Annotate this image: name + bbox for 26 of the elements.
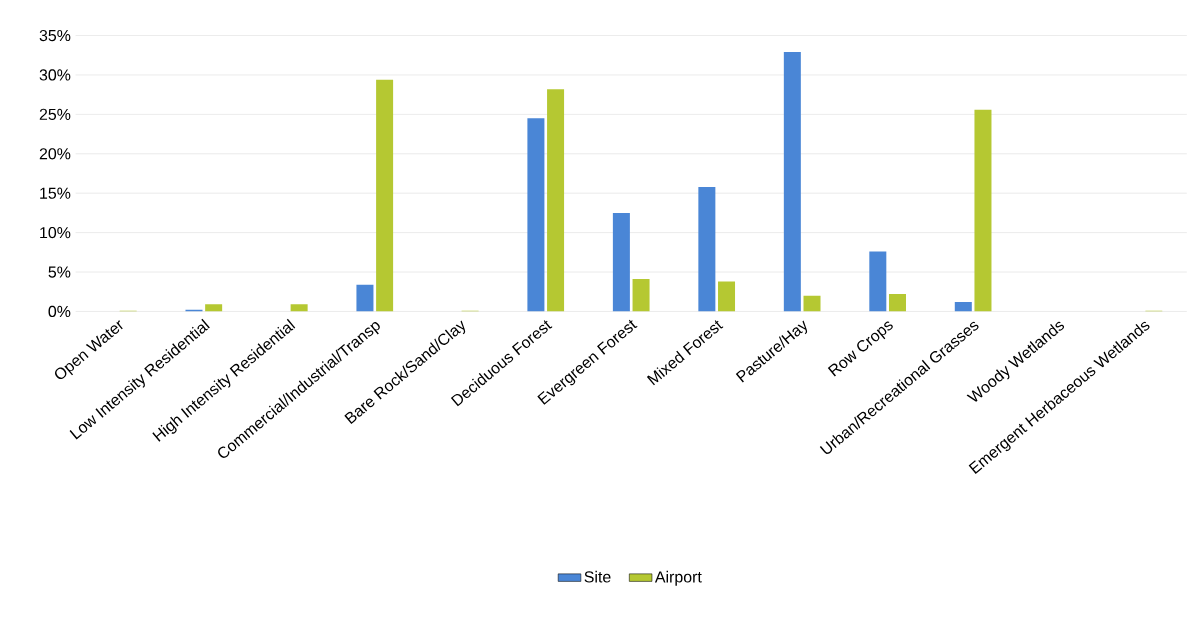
y-tick-label: 30%: [39, 69, 71, 81]
bar: [718, 281, 736, 312]
bar: [974, 109, 992, 312]
bar: [290, 304, 308, 312]
bar: [632, 279, 650, 312]
y-tick-label: 35%: [39, 29, 71, 42]
bar: [356, 284, 374, 312]
bar: [376, 79, 394, 312]
bar: [612, 212, 630, 312]
bar: [205, 304, 223, 312]
legend-label: Airport: [654, 570, 702, 586]
y-tick-label: 25%: [39, 108, 71, 120]
bar: [869, 251, 887, 312]
y-tick-label: 5%: [48, 266, 71, 278]
bar: [783, 52, 801, 312]
bar: [698, 186, 716, 312]
bar: [547, 89, 565, 312]
bar: [954, 301, 972, 312]
y-tick-label: 0%: [48, 305, 71, 317]
y-tick-label: 15%: [40, 187, 71, 199]
bar: [888, 294, 906, 312]
bar: [803, 295, 821, 312]
y-tick-label: 10%: [40, 226, 71, 239]
bar: [527, 118, 545, 312]
y-tick-label: 20%: [39, 148, 71, 160]
legend-label: Site: [584, 570, 611, 583]
